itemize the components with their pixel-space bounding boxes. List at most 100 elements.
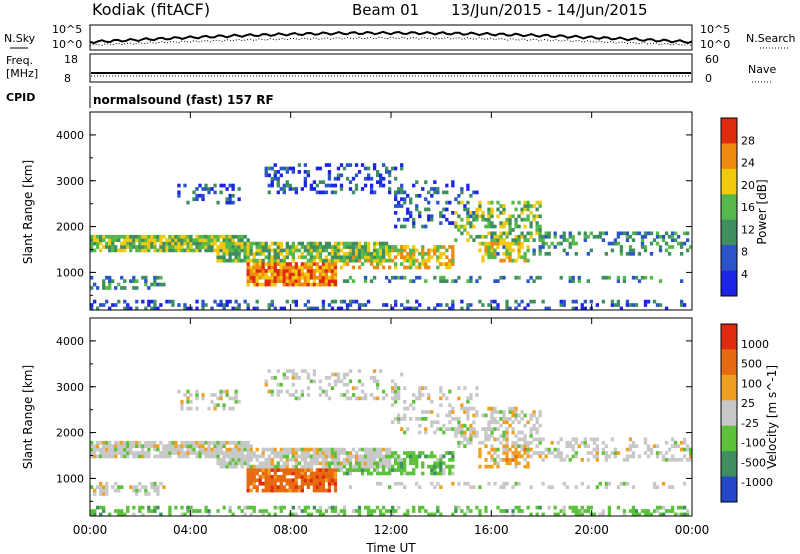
velocity-cell	[631, 505, 636, 510]
power-cell	[454, 279, 458, 283]
power-cell	[342, 241, 347, 246]
power-cell	[375, 170, 380, 174]
power-cell	[258, 262, 262, 266]
power-cell	[372, 163, 377, 167]
velocity-cell	[162, 444, 166, 449]
velocity-cell	[186, 444, 190, 449]
velocity-cell	[285, 488, 289, 493]
velocity-cell	[387, 457, 392, 462]
power-cell	[147, 245, 151, 249]
velocity-cell	[333, 481, 338, 486]
power-cell	[523, 217, 527, 222]
velocity-cell	[490, 410, 494, 414]
velocity-cell	[487, 406, 491, 411]
velocity-cell	[688, 447, 693, 452]
velocity-cell	[228, 509, 232, 513]
power-cell	[153, 299, 157, 304]
power-cell	[156, 275, 160, 280]
velocity-cell	[619, 481, 624, 486]
power-cell	[312, 269, 317, 273]
power-cell	[403, 224, 407, 229]
power-cell	[273, 275, 277, 280]
power-cell	[291, 275, 295, 280]
velocity-cell	[574, 485, 578, 489]
velocity-cell	[99, 505, 103, 510]
power-cell	[499, 275, 503, 280]
power-cell	[258, 258, 262, 263]
velocity-cell	[673, 457, 678, 462]
power-cell	[351, 245, 356, 249]
power-cell	[457, 275, 461, 280]
velocity-cell	[643, 437, 648, 442]
velocity-cell	[595, 457, 599, 462]
velocity-cell	[255, 447, 259, 452]
power-cell	[273, 262, 277, 266]
power-cell	[508, 228, 512, 232]
power-cell	[303, 255, 308, 260]
velocity-cell	[463, 481, 467, 486]
velocity-cell	[598, 481, 602, 486]
power-cell	[138, 241, 142, 246]
velocity-cell	[297, 376, 301, 380]
velocity-cell	[246, 464, 250, 469]
velocity-cell	[273, 478, 277, 483]
power-cell	[282, 258, 286, 263]
velocity-cell	[397, 464, 401, 469]
power-cell	[228, 200, 232, 205]
velocity-cell	[303, 451, 308, 455]
power-cell	[375, 262, 380, 266]
power-cell	[261, 262, 265, 266]
power-cell	[348, 163, 353, 167]
velocity-cell	[454, 434, 458, 438]
power-cell	[366, 251, 371, 256]
power-cell	[255, 245, 259, 249]
velocity-cell	[324, 478, 329, 483]
velocity-cell	[186, 454, 190, 459]
power-cell	[384, 170, 389, 174]
velocity-cell	[631, 440, 636, 445]
velocity-cell	[273, 485, 277, 489]
power-cell	[360, 187, 365, 191]
velocity-cell	[430, 468, 434, 472]
power-cell	[297, 275, 301, 280]
velocity-cell	[258, 509, 262, 513]
velocity-cell	[153, 444, 157, 449]
velocity-cell	[294, 478, 298, 483]
power-cell	[469, 221, 473, 225]
velocity-cell	[496, 420, 500, 425]
velocity-cell	[117, 488, 121, 493]
velocity-cell	[306, 481, 311, 486]
power-cell	[120, 241, 124, 246]
power-cell	[451, 303, 455, 307]
power-cell	[400, 224, 404, 229]
power-cell	[616, 241, 621, 246]
power-cell	[535, 207, 539, 212]
velocity-cell	[342, 376, 347, 380]
power-cell	[267, 183, 271, 188]
velocity-cell	[487, 423, 491, 428]
velocity-cell	[637, 512, 642, 517]
velocity-cell	[529, 434, 533, 438]
power-cell	[159, 245, 163, 249]
velocity-cell	[147, 444, 151, 449]
velocity-cell	[276, 464, 280, 469]
velocity-cell	[571, 447, 575, 452]
power-cell	[363, 275, 368, 280]
velocity-cell	[336, 451, 341, 455]
power-cell	[300, 265, 305, 270]
power-cell	[216, 258, 220, 263]
power-cell	[99, 238, 103, 243]
velocity-cell	[433, 485, 437, 489]
power-cell	[487, 251, 491, 256]
velocity-cell	[162, 451, 166, 455]
colorbar-swatch	[721, 451, 737, 478]
power-cell	[628, 245, 633, 249]
power-cell	[381, 248, 386, 253]
velocity-cell	[336, 457, 341, 462]
velocity-cell	[240, 464, 244, 469]
power-cell	[592, 234, 596, 239]
velocity-cell	[514, 451, 518, 455]
power-cell	[342, 262, 347, 266]
